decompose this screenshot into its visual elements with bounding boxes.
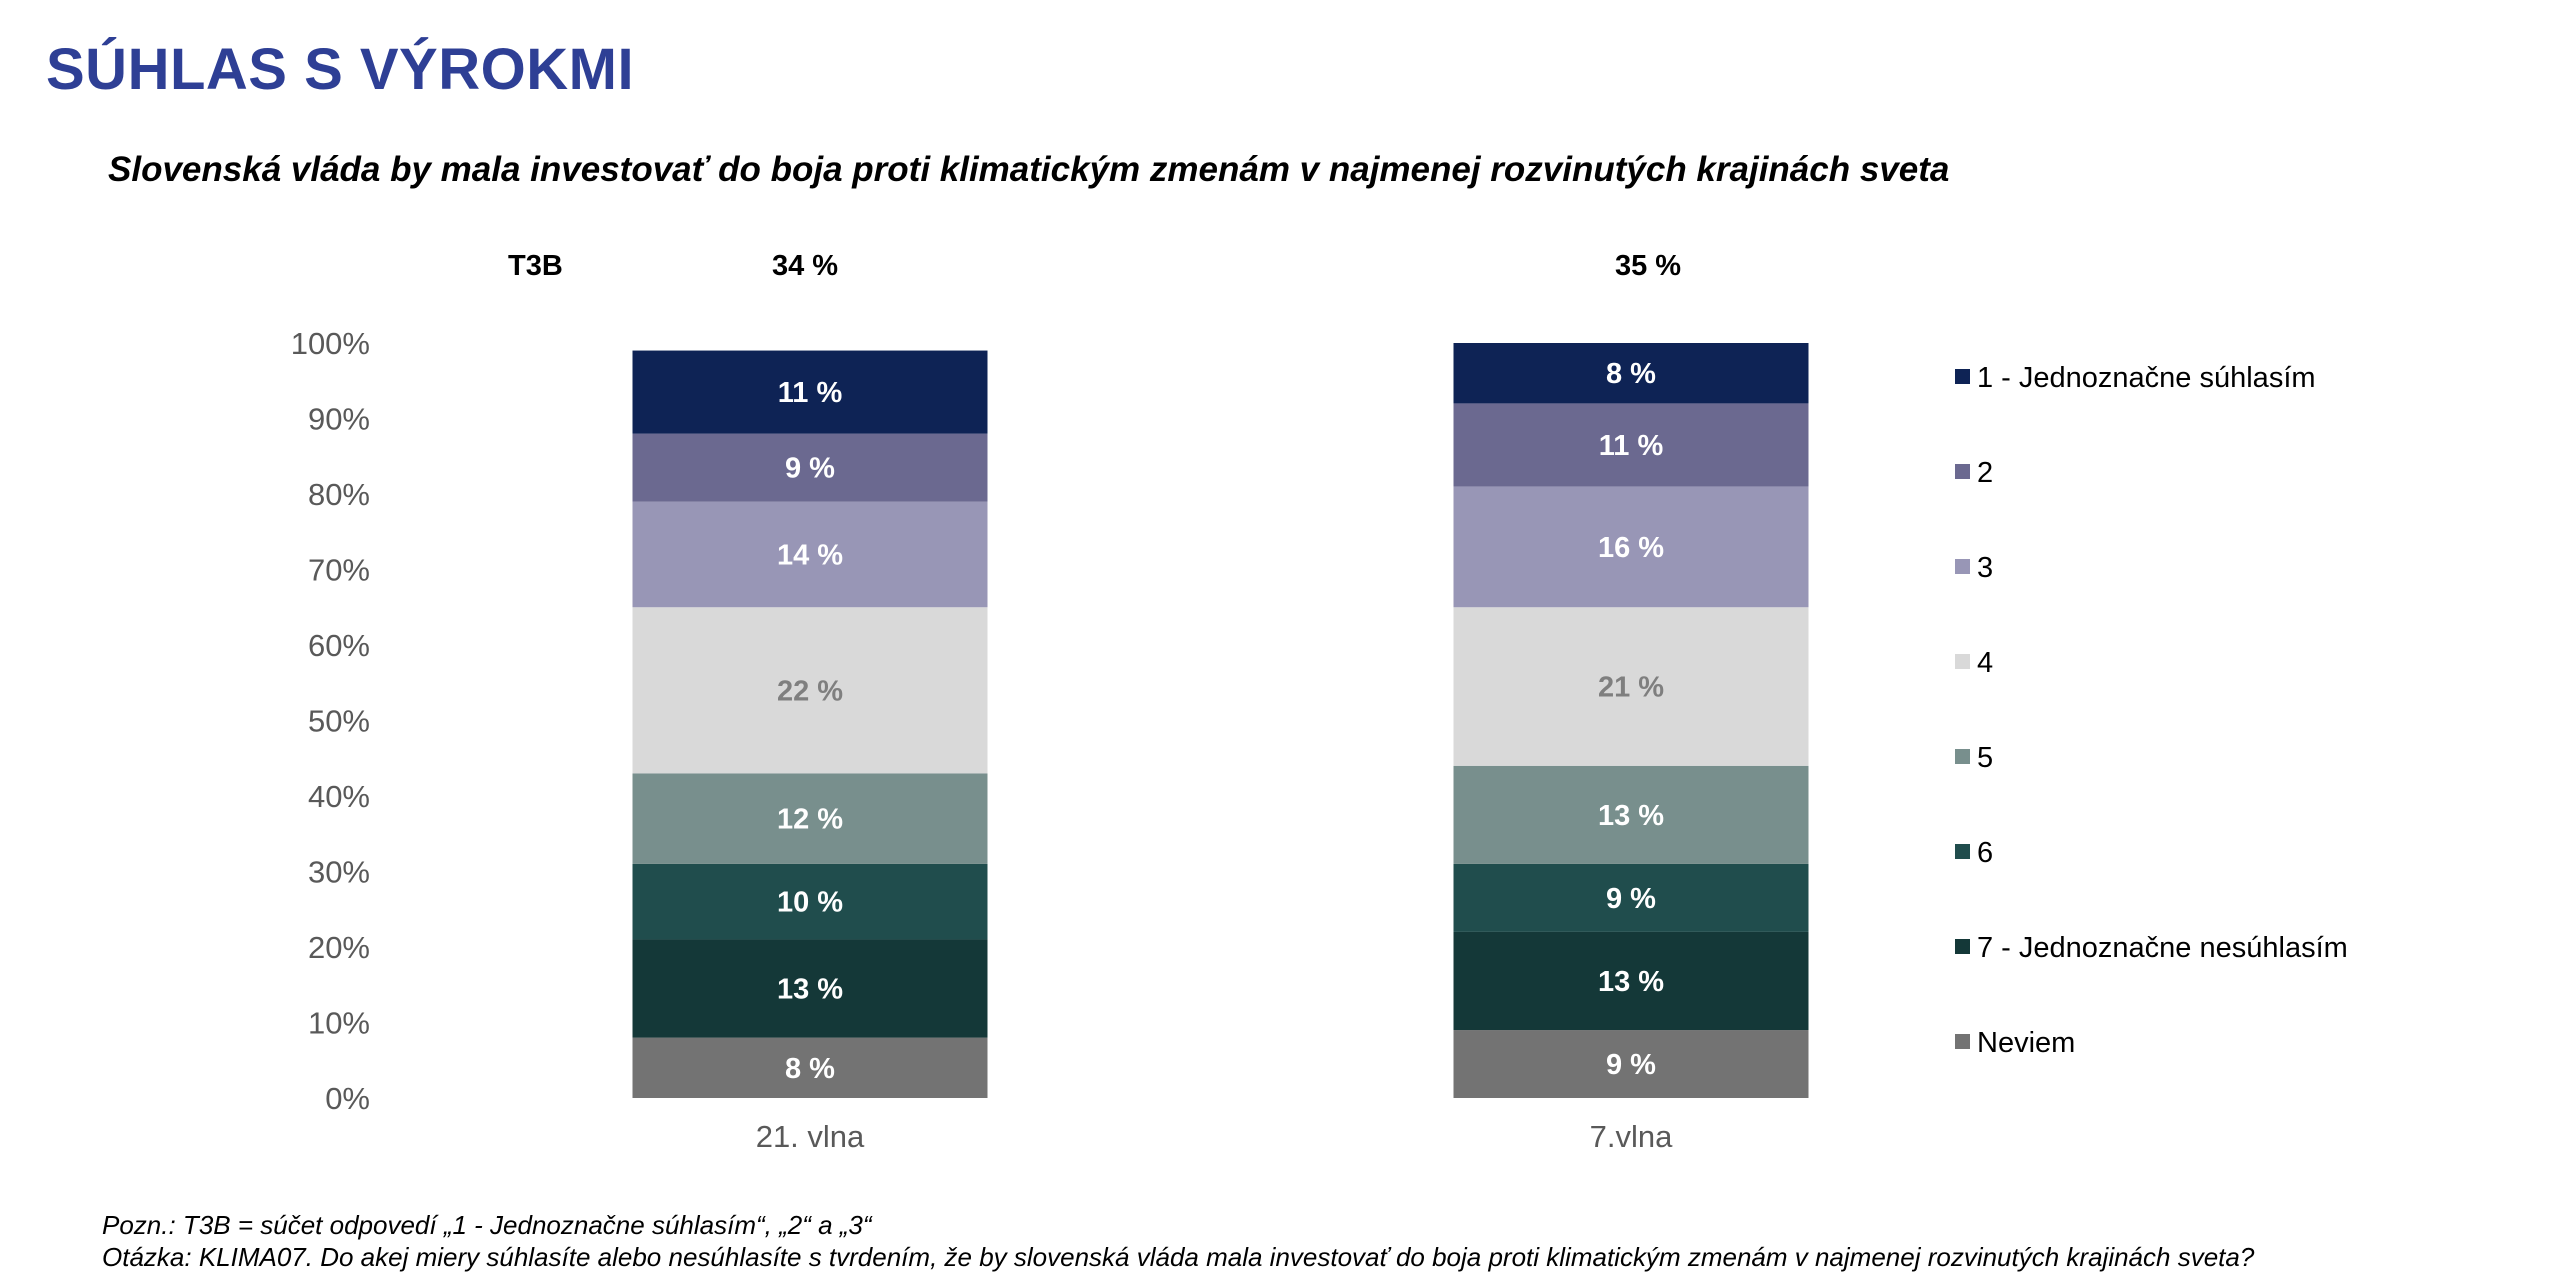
legend-label: 6 [1977, 837, 1993, 869]
footnote-question: Otázka: KLIMA07. Do akej miery súhlasíte… [102, 1242, 2255, 1272]
y-tick-label: 70% [308, 553, 370, 588]
legend-swatch [1955, 654, 1970, 669]
t3b-value-2: 35 % [1614, 250, 1682, 282]
data-label: 9 % [1606, 1049, 1656, 1081]
y-tick-label: 100% [291, 326, 370, 361]
legend-swatch [1955, 559, 1970, 574]
y-tick-label: 30% [308, 855, 370, 890]
page-title: SÚHLAS S VÝROKMI [46, 37, 635, 102]
bar-segment [1453, 607, 1809, 766]
data-label: 9 % [1606, 883, 1656, 915]
legend-swatch [1955, 369, 1970, 384]
t3b-label: T3B [508, 250, 563, 282]
legend-label: 1 - Jednoznačne súhlasím [1977, 362, 2316, 394]
y-tick-label: 0% [325, 1081, 370, 1116]
y-tick-label: 10% [308, 1006, 370, 1041]
bar-segment [632, 939, 988, 1038]
legend-swatch [1955, 844, 1970, 859]
data-label: 13 % [777, 974, 843, 1006]
t3b-value-1: 34 % [771, 250, 839, 282]
legend-label: 5 [1977, 742, 1993, 774]
bar-segment [1453, 343, 1809, 404]
data-label: 9 % [785, 453, 835, 485]
y-tick-label: 60% [308, 628, 370, 663]
legend-swatch [1955, 464, 1970, 479]
data-label: 21 % [1598, 672, 1664, 704]
legend-swatch [1955, 749, 1970, 764]
bar-segment [632, 433, 988, 502]
bar-segment [1453, 765, 1809, 864]
x-category-label: 21. vlna [756, 1119, 865, 1154]
legend-label: Neviem [1977, 1027, 2075, 1059]
bar-segment [1453, 931, 1809, 1031]
y-tick-label: 20% [308, 930, 370, 965]
data-label: 12 % [777, 804, 843, 836]
data-label: 8 % [785, 1053, 835, 1085]
bar-segment [1453, 403, 1809, 487]
y-tick-label: 90% [308, 402, 370, 437]
y-tick-label: 50% [308, 704, 370, 739]
bar-segment [1453, 1030, 1809, 1098]
legend-label: 2 [1977, 457, 1993, 489]
data-label: 22 % [777, 675, 843, 707]
data-label: 11 % [778, 377, 843, 409]
bar-segment [632, 607, 988, 774]
legend-label: 3 [1977, 552, 1993, 584]
data-label: 11 % [1599, 430, 1664, 462]
legend-label: 7 - Jednoznačne nesúhlasím [1977, 932, 2348, 964]
legend-swatch [1955, 1034, 1970, 1049]
bar-segment [632, 773, 988, 864]
bar-segment [632, 1037, 988, 1098]
legend-swatch [1955, 939, 1970, 954]
footnote-note: Pozn.: T3B = súčet odpovedí „1 - Jednozn… [102, 1210, 872, 1240]
bar-segment [1453, 863, 1809, 932]
data-label: 13 % [1598, 966, 1664, 998]
data-label: 14 % [777, 539, 843, 571]
data-label: 10 % [777, 887, 843, 919]
data-label: 16 % [1598, 532, 1664, 564]
legend-label: 4 [1977, 647, 1993, 679]
data-label: 8 % [1606, 358, 1656, 390]
x-category-label: 7.vlna [1590, 1119, 1673, 1154]
bar-segment [632, 501, 988, 608]
y-tick-label: 80% [308, 477, 370, 512]
bar-segment [632, 350, 988, 434]
chart-subtitle: Slovenská vláda by mala investovať do bo… [108, 150, 1950, 189]
y-tick-label: 40% [308, 779, 370, 814]
bar-segment [1453, 486, 1809, 608]
data-label: 13 % [1598, 800, 1664, 832]
bar-segment [632, 863, 988, 940]
